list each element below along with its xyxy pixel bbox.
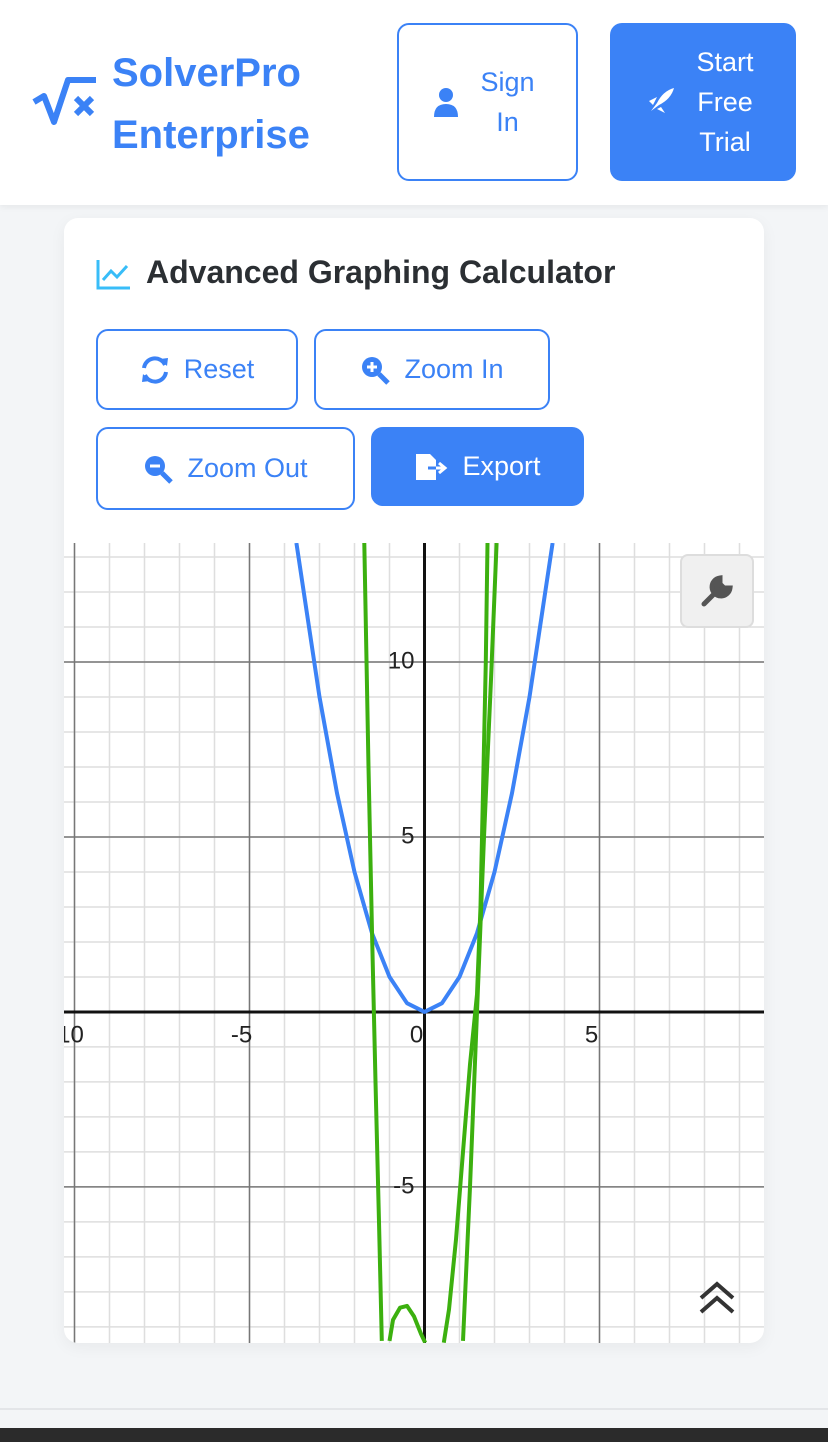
x-tick-label: 0 [410,1021,423,1048]
button-label: Reset [183,354,255,384]
button-label: Zoom In [404,354,504,384]
curve [461,543,499,1341]
user-icon [433,88,458,117]
card-title: Advanced Graphing Calculator [146,254,616,290]
brand-line: SolverPro [112,51,301,95]
footer-bar [0,1428,828,1442]
sign-in-button[interactable]: Sign In [397,23,578,181]
divider [0,1408,828,1410]
button-label: Export [462,451,541,481]
brand-line: Enterprise [112,113,310,157]
trial-button[interactable]: Start Free Trial [610,23,796,181]
chart-icon [96,260,130,290]
graph[interactable]: -10 -5 0 5 -5 5 10 [64,543,764,1343]
reset-icon [141,355,168,384]
x-tick-label: -5 [231,1021,252,1048]
sign-in-label: Sign In [480,67,535,137]
y-tick-label: 10 [388,647,415,674]
export-button[interactable]: Export [371,427,584,506]
settings-button[interactable] [680,554,754,628]
rocket-icon [649,88,674,113]
zoom-out-icon [145,455,174,484]
trial-label: Start Free Trial [696,47,754,157]
x-tick-label: -10 [64,1021,84,1048]
wrench-icon [701,575,733,607]
header: SolverPro Enterprise Sign In Start Free … [0,0,828,205]
curve [362,543,490,1343]
collapse-button[interactable] [697,1280,737,1316]
button-label: Zoom Out [187,453,308,483]
y-tick-label: -5 [393,1172,414,1199]
zoom-in-icon [362,356,391,385]
curve [294,543,555,1014]
zoom-in-button[interactable]: Zoom In [314,329,550,410]
x-tick-label: 5 [585,1021,598,1048]
export-icon [416,453,448,480]
zoom-out-button[interactable]: Zoom Out [96,427,355,510]
brand[interactable]: SolverPro Enterprise [112,42,310,166]
reset-button[interactable]: Reset [96,329,298,410]
logo-icon [32,77,96,125]
y-tick-label: 5 [401,822,414,849]
